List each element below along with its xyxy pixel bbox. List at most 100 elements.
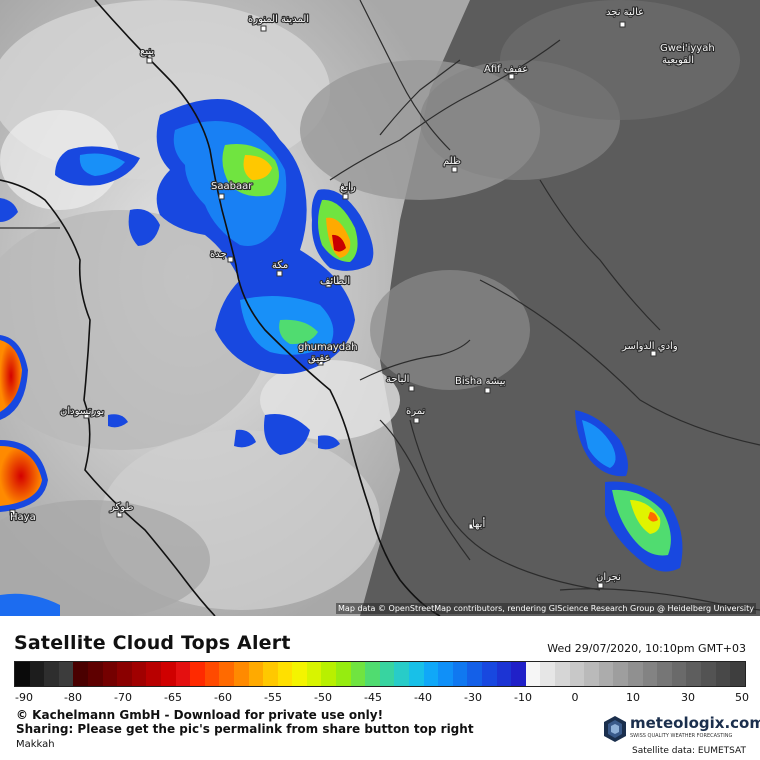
copyright-text: © Kachelmann GmbH - Download for private… bbox=[16, 708, 384, 722]
color-scale-tick: -30 bbox=[464, 691, 482, 704]
color-scale-swatch bbox=[409, 662, 424, 686]
color-scale-swatch bbox=[379, 662, 395, 686]
brand-tagline: SWISS QUALITY WEATHER FORECASTING bbox=[630, 733, 733, 739]
color-scale-swatch bbox=[613, 662, 628, 686]
color-scale-swatch bbox=[87, 662, 103, 686]
city-label: ghumaydah bbox=[298, 342, 358, 353]
city-label: المدينة المنورة bbox=[248, 14, 309, 25]
city-label: بورتسودان bbox=[60, 406, 104, 417]
city-label: نمرة bbox=[406, 406, 425, 417]
timestamp: Wed 29/07/2020, 10:10pm GMT+03 bbox=[547, 642, 746, 655]
color-scale-swatch bbox=[350, 662, 366, 686]
color-scale-swatch bbox=[248, 662, 264, 686]
color-scale-swatch bbox=[569, 662, 585, 686]
color-scale-swatch bbox=[671, 662, 687, 686]
city-label: طوكر bbox=[109, 502, 133, 513]
color-scale-swatch bbox=[44, 662, 59, 686]
color-scale-swatch bbox=[15, 662, 30, 686]
color-scale-tick: -10 bbox=[514, 691, 532, 704]
color-scale-swatch bbox=[219, 662, 234, 686]
city-label: Bisha بيشة bbox=[455, 376, 506, 387]
city-label: Afif عفيف bbox=[484, 64, 528, 75]
color-scale-ticks: -90 -80 -70 -65 -60 -55 -50 -45 -40 -30 -10 0 10 30 50 bbox=[0, 691, 760, 705]
city-label: جدة bbox=[210, 249, 227, 260]
city-label: Haya bbox=[10, 512, 36, 523]
color-scale-swatch bbox=[423, 662, 439, 686]
color-scale-tick: 50 bbox=[735, 691, 749, 704]
color-scale-swatch bbox=[190, 662, 205, 686]
city-label: ظلم bbox=[443, 156, 461, 167]
color-scale-swatch bbox=[627, 662, 643, 686]
city-label: عالية نجد bbox=[606, 7, 644, 18]
color-scale-swatch bbox=[686, 662, 701, 686]
storm-cell-najran bbox=[575, 410, 683, 572]
color-scale-swatch bbox=[730, 662, 745, 686]
color-scale-swatch bbox=[657, 662, 672, 686]
meteologix-logo[interactable]: meteologix.com SWISS QUALITY WEATHER FOR… bbox=[604, 714, 760, 746]
page-title: Satellite Cloud Tops Alert bbox=[14, 632, 291, 654]
city-label: Saabaar bbox=[211, 181, 253, 192]
map-attribution: Map data © OpenStreetMap contributors, r… bbox=[336, 603, 756, 614]
color-scale-swatch bbox=[146, 662, 161, 686]
city-labels: المدينة المنورة ينبع Saabaar رابغ جدة مك… bbox=[9, 6, 716, 584]
color-scale-swatch bbox=[306, 662, 322, 686]
color-scale-tick: -90 bbox=[15, 691, 33, 704]
city-label: الباحة bbox=[386, 374, 409, 385]
color-scale-swatch bbox=[482, 662, 497, 686]
city-label: الطائف bbox=[320, 276, 350, 287]
storm-cell-west bbox=[0, 198, 60, 616]
color-scale-swatch bbox=[452, 662, 468, 686]
color-scale-swatch bbox=[511, 662, 526, 686]
city-label: القويعية bbox=[662, 55, 694, 66]
color-scale-swatch bbox=[29, 662, 45, 686]
color-scale-swatch bbox=[102, 662, 118, 686]
color-scale-swatch bbox=[204, 662, 220, 686]
color-scale-tick: -55 bbox=[264, 691, 282, 704]
color-scale-tick: 10 bbox=[626, 691, 640, 704]
color-scale-tick: 30 bbox=[681, 691, 695, 704]
color-scale-swatch bbox=[467, 662, 482, 686]
color-scale-swatch bbox=[525, 662, 541, 686]
coastline bbox=[0, 0, 441, 616]
color-scale-swatch bbox=[58, 662, 74, 686]
color-scale-swatch bbox=[365, 662, 380, 686]
footer-panel bbox=[0, 616, 760, 760]
color-scale-swatch bbox=[277, 662, 293, 686]
color-scale-swatch bbox=[131, 662, 147, 686]
color-scale-tick: -45 bbox=[364, 691, 382, 704]
city-label: Gwei'iyyah bbox=[660, 43, 715, 54]
color-scale-tick: -40 bbox=[414, 691, 432, 704]
color-scale-swatch bbox=[438, 662, 453, 686]
city-label: أبها bbox=[472, 517, 485, 530]
color-scale-swatch bbox=[700, 662, 716, 686]
city-label: نجران bbox=[596, 572, 621, 583]
color-scale-swatch bbox=[321, 662, 337, 686]
color-scale-tick: 0 bbox=[571, 691, 579, 704]
color-scale-swatch bbox=[160, 662, 176, 686]
color-scale-swatch bbox=[540, 662, 555, 686]
color-scale-tick: -65 bbox=[164, 691, 182, 704]
location-label: Makkah bbox=[16, 739, 55, 750]
color-scale-swatch bbox=[496, 662, 512, 686]
meteologix-logo-icon bbox=[604, 716, 626, 742]
sharing-text: Sharing: Please get the pic's permalink … bbox=[16, 722, 474, 736]
city-label: عقيق bbox=[308, 353, 330, 364]
city-label: رابغ bbox=[340, 182, 356, 193]
city-label: مكة bbox=[272, 260, 288, 271]
color-scale-swatch bbox=[175, 662, 191, 686]
color-scale-swatch bbox=[233, 662, 249, 686]
satellite-map[interactable]: المدينة المنورة ينبع Saabaar رابغ جدة مك… bbox=[0, 0, 760, 616]
color-scale-tick: -60 bbox=[214, 691, 232, 704]
storm-cluster-jeddah bbox=[55, 99, 355, 455]
color-scale-swatch bbox=[73, 662, 88, 686]
color-scale-swatch bbox=[263, 662, 278, 686]
color-scale-swatch bbox=[598, 662, 614, 686]
color-scale-swatch bbox=[715, 662, 731, 686]
country-borders bbox=[0, 0, 760, 611]
satellite-credit: Satellite data: EUMETSAT bbox=[632, 746, 746, 756]
city-markers bbox=[9, 21, 673, 589]
color-scale-swatch bbox=[394, 662, 410, 686]
color-scale-tick: -50 bbox=[314, 691, 332, 704]
color-scale-swatch bbox=[292, 662, 307, 686]
color-scale-bar bbox=[14, 661, 746, 687]
